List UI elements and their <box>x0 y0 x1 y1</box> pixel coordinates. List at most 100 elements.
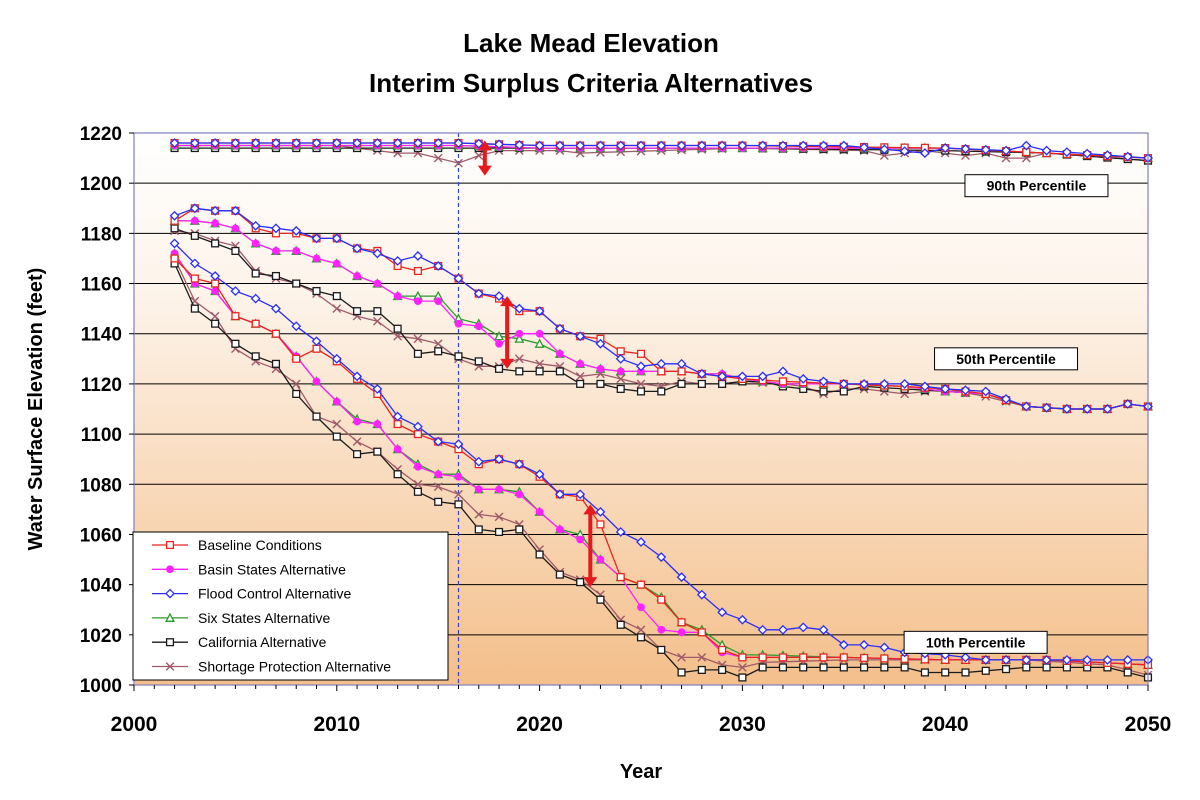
data-point <box>778 663 788 672</box>
data-point <box>575 331 586 342</box>
data-point <box>819 387 828 396</box>
data-point <box>474 151 484 160</box>
series-layer <box>169 138 1153 682</box>
data-point <box>1021 401 1032 412</box>
data-point <box>454 500 463 509</box>
data-point <box>818 140 829 151</box>
data-point <box>373 307 382 316</box>
data-point <box>696 140 707 151</box>
data-point <box>696 589 707 600</box>
data-point <box>189 203 200 214</box>
percentile-label: 10th Percentile <box>903 630 1048 654</box>
data-point <box>312 412 321 421</box>
data-point <box>332 432 341 441</box>
data-point <box>596 364 605 373</box>
data-point <box>211 279 220 288</box>
data-point <box>353 272 361 280</box>
data-point <box>474 509 484 519</box>
data-point <box>312 287 321 296</box>
data-point <box>534 306 545 317</box>
percentile-label-box <box>964 174 1109 198</box>
data-point <box>899 378 910 389</box>
data-point <box>535 507 544 516</box>
data-point <box>636 140 646 151</box>
data-point <box>757 624 768 635</box>
data-point <box>879 378 890 389</box>
data-point <box>535 550 544 559</box>
data-point <box>392 411 403 422</box>
data-point <box>413 266 422 276</box>
data-point <box>251 319 260 328</box>
data-point <box>839 387 848 396</box>
data-point <box>211 319 220 328</box>
data-point <box>980 144 991 155</box>
data-point <box>353 417 361 426</box>
data-point <box>677 628 686 637</box>
legend-marker <box>165 662 175 671</box>
data-point <box>717 371 728 382</box>
data-point <box>636 537 646 547</box>
data-point <box>899 146 910 157</box>
data-point <box>838 378 849 389</box>
data-point <box>433 138 444 148</box>
data-point <box>311 138 322 148</box>
data-point <box>515 367 524 376</box>
data-point <box>818 624 829 635</box>
data-point <box>190 231 199 240</box>
x-tick-label: 2010 <box>313 713 360 736</box>
data-point <box>292 354 301 363</box>
data-point <box>453 439 464 450</box>
data-point <box>778 377 788 386</box>
data-point <box>697 628 706 637</box>
data-point <box>515 490 524 499</box>
data-point <box>271 359 281 368</box>
data-point <box>474 525 483 534</box>
legend-marker <box>165 612 175 622</box>
data-point <box>555 525 564 534</box>
data-point <box>596 555 605 564</box>
data-point <box>250 138 261 148</box>
data-point <box>515 525 524 534</box>
data-point <box>352 243 362 254</box>
data-point <box>576 379 585 388</box>
data-point <box>393 445 402 454</box>
data-point <box>657 595 666 604</box>
data-point <box>940 143 951 153</box>
percentile-labels: 90th Percentile 50th Percentile 10th Perce… <box>903 174 1109 654</box>
y-tick-label: 1200 <box>80 174 122 195</box>
data-point <box>657 387 666 396</box>
data-point <box>1021 654 1032 665</box>
data-point <box>534 469 545 480</box>
data-point <box>292 247 301 255</box>
data-point <box>514 459 525 470</box>
data-point <box>453 273 464 284</box>
data-point <box>413 487 422 496</box>
data-point <box>555 570 564 579</box>
data-point <box>575 489 586 500</box>
data-point <box>1122 151 1133 162</box>
data-point <box>1001 145 1011 156</box>
data-point <box>251 239 260 248</box>
data-point <box>292 279 301 288</box>
data-point <box>332 304 342 314</box>
data-point <box>880 654 889 663</box>
data-point <box>372 138 383 148</box>
data-point <box>1122 654 1133 665</box>
data-point <box>474 357 483 366</box>
y-tick-label: 1040 <box>80 576 122 597</box>
data-point <box>697 653 707 662</box>
y-tick-label: 1080 <box>80 475 122 496</box>
data-point <box>473 288 484 299</box>
data-point <box>372 248 383 259</box>
data-point <box>473 138 484 149</box>
data-point <box>1082 654 1093 665</box>
data-point <box>251 269 260 278</box>
data-point <box>940 384 951 394</box>
data-point <box>474 322 483 331</box>
data-point <box>859 378 869 389</box>
data-point <box>596 595 605 604</box>
data-point <box>291 379 301 389</box>
data-point <box>656 358 667 369</box>
data-point <box>433 153 443 163</box>
legend-label: Shortage Protection Alternative <box>198 659 391 675</box>
